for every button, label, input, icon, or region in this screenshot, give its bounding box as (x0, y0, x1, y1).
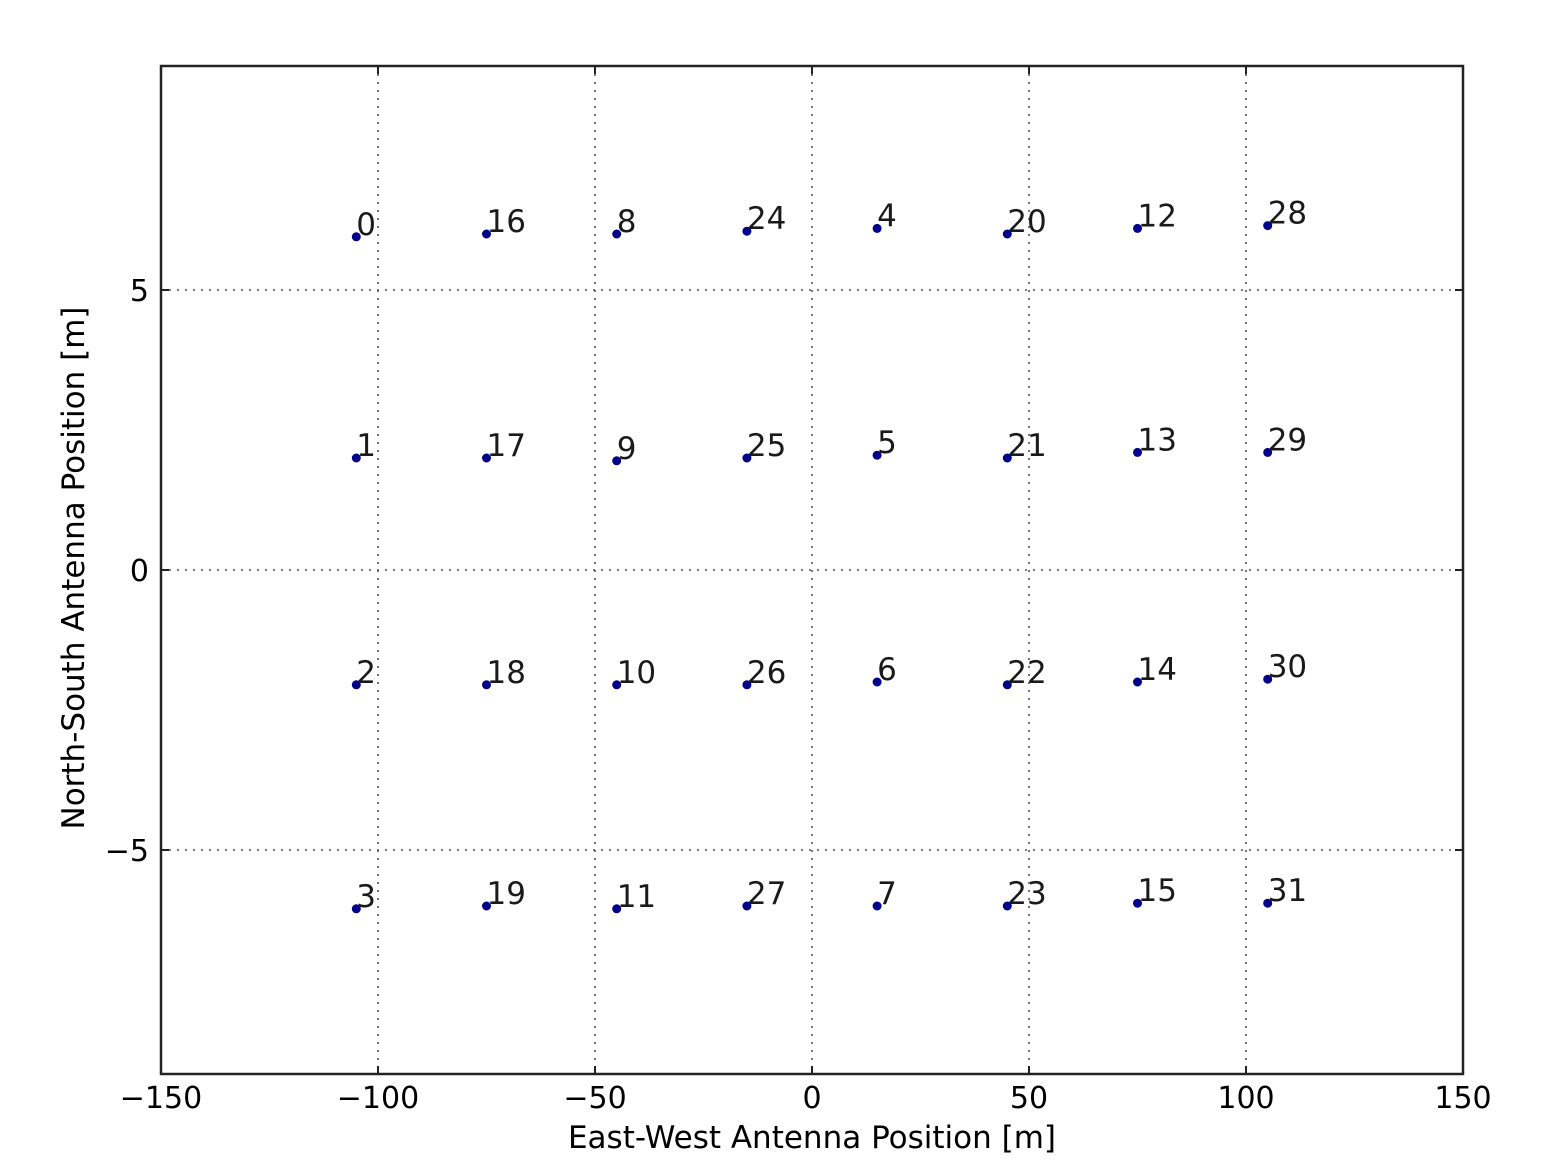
antenna-point-label: 30 (1268, 649, 1307, 685)
antenna-point (1263, 447, 1273, 457)
antenna-point-label: 29 (1268, 422, 1307, 458)
antenna-point-label: 24 (747, 201, 786, 237)
antenna-point-label: 27 (747, 876, 786, 912)
antenna-point (742, 901, 752, 911)
antenna-point (1133, 447, 1142, 457)
antenna-point-label: 26 (747, 655, 786, 691)
antenna-point-label: 10 (617, 655, 656, 691)
antenna-point (1263, 674, 1273, 684)
x-axis-ticks: −150 −100 −50 0 50 100 150 (120, 66, 1492, 1116)
antenna-point (482, 680, 491, 690)
antenna-point (742, 226, 752, 236)
antenna-point-label: 20 (1007, 204, 1046, 240)
y-tick-label: 5 (130, 274, 149, 309)
antenna-point-label: 0 (356, 207, 376, 243)
y-axis-label: North-South Antenna Position [m] (56, 306, 92, 829)
antenna-point (482, 229, 491, 239)
antenna-point (872, 223, 882, 233)
antenna-point-label: 4 (877, 198, 897, 234)
antenna-point (1002, 901, 1012, 911)
antenna-point (351, 453, 361, 463)
antenna-point (1133, 898, 1142, 908)
x-axis-label: East-West Antenna Position [m] (568, 1120, 1056, 1156)
antenna-point-label: 1 (356, 428, 376, 464)
antenna-point (872, 677, 882, 687)
antenna-point-label: 19 (487, 876, 526, 912)
antenna-point (612, 680, 622, 690)
antenna-point-label: 28 (1268, 196, 1307, 232)
antenna-point (1002, 453, 1012, 463)
y-tick-label: 0 (130, 554, 149, 589)
x-tick-label: 0 (802, 1081, 821, 1116)
antenna-point (351, 904, 361, 914)
antenna-point (1263, 898, 1273, 908)
antenna-point-label: 15 (1138, 873, 1177, 909)
antenna-point (612, 904, 622, 914)
antenna-point-label: 9 (617, 431, 637, 467)
antenna-point (872, 901, 882, 911)
antenna-point-label: 5 (877, 425, 897, 461)
antenna-point-label: 6 (877, 652, 897, 688)
antenna-point (482, 453, 491, 463)
antenna-point-label: 31 (1268, 873, 1307, 909)
antenna-point (482, 901, 491, 911)
antenna-point-label: 13 (1138, 422, 1177, 458)
antenna-point-label: 7 (877, 876, 897, 912)
antenna-point-label: 22 (1007, 655, 1046, 691)
antenna-point-label: 3 (356, 879, 376, 915)
x-tick-label: −100 (337, 1081, 419, 1116)
antenna-point-label: 2 (356, 655, 376, 691)
antenna-point-label: 21 (1007, 428, 1046, 464)
antenna-point-label: 25 (747, 428, 786, 464)
antenna-point (872, 450, 882, 460)
antenna-point-label: 23 (1007, 876, 1046, 912)
antenna-point (1133, 677, 1142, 687)
antenna-point (742, 680, 752, 690)
antenna-point-label: 12 (1138, 198, 1177, 234)
y-tick-label: −5 (105, 834, 149, 869)
antenna-point-label: 14 (1138, 652, 1177, 688)
antenna-point (351, 232, 361, 242)
x-tick-label: 50 (1010, 1081, 1048, 1116)
x-tick-label: 150 (1434, 1081, 1491, 1116)
antenna-point (612, 456, 622, 466)
x-tick-label: −50 (563, 1081, 626, 1116)
antenna-point (612, 229, 622, 239)
antenna-point (1002, 680, 1012, 690)
antenna-point-label: 11 (617, 879, 656, 915)
antenna-point-label: 8 (617, 204, 637, 240)
antenna-points: 0 16 8 24 4 20 12 281 17 9 25 5 21 13 292 18 10 26 6 22 14 30… (351, 196, 1307, 915)
antenna-point (1002, 229, 1012, 239)
antenna-point-label: 16 (487, 204, 526, 240)
antenna-point-label: 18 (487, 655, 526, 691)
antenna-point (1133, 223, 1142, 233)
antenna-point-label: 17 (487, 428, 526, 464)
y-axis-ticks: −5 0 5 (105, 274, 1463, 869)
antenna-point (742, 453, 752, 463)
x-tick-label: −150 (120, 1081, 202, 1116)
antenna-point (1263, 221, 1273, 231)
grid-lines (161, 66, 1463, 1074)
x-tick-label: 100 (1217, 1081, 1274, 1116)
antenna-point (351, 680, 361, 690)
